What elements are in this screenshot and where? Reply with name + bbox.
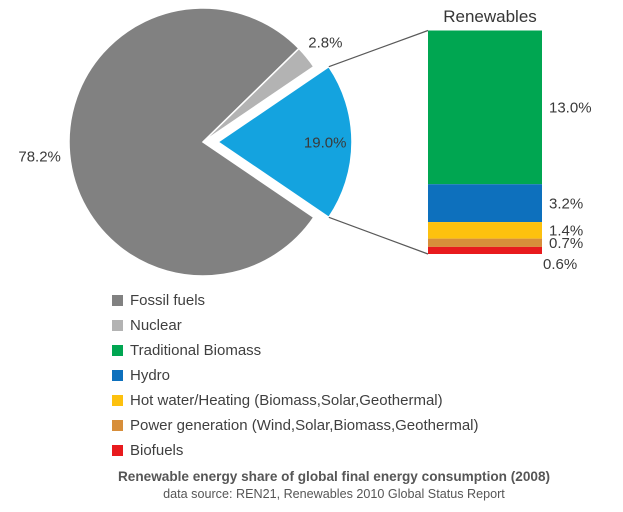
bar-title: Renewables (443, 7, 537, 26)
bar-label-biofuels: 0.6% (543, 256, 577, 273)
legend-swatch-fossil-fuels (112, 295, 123, 306)
pie-label-nuclear: 2.8% (308, 34, 342, 51)
legend-label: Fossil fuels (130, 292, 206, 309)
legend-swatch-traditional-biomass (112, 345, 123, 356)
legend-swatch-hydro (112, 370, 123, 381)
legend-item-hot-water-heating-biomass-solar-geothermal: Hot water/Heating (Biomass,Solar,Geother… (112, 388, 479, 413)
pie-slice-renewables (216, 65, 353, 219)
bar-segment-hot-water-heating-biomass-solar-geothermal (428, 222, 542, 239)
bar-segment-hydro (428, 184, 542, 223)
bar-label-hot-water-heating-biomass-solar-geothermal: 1.4% (549, 223, 583, 240)
pie-chart (68, 7, 353, 277)
bar-segment-traditional-biomass (428, 30, 542, 185)
caption-block: Renewable energy share of global final e… (45, 468, 623, 503)
connector-line-bottom (328, 216, 429, 255)
legend-label: Hot water/Heating (Biomass,Solar,Geother… (130, 392, 443, 409)
legend-label: Nuclear (130, 317, 182, 334)
bar-segment-power-generation-wind-solar-biomass-geothermal (428, 238, 542, 247)
legend-item-power-generation-wind-solar-biomass-geothermal: Power generation (Wind,Solar,Biomass,Geo… (112, 413, 479, 438)
breakout-connector-lines (328, 29, 429, 255)
data-source-note: data source: REN21, Renewables 2010 Glob… (163, 487, 505, 501)
chart-caption: Renewable energy share of global final e… (117, 469, 551, 484)
connector-line-top (328, 29, 429, 68)
legend-label: Traditional Biomass (130, 342, 262, 359)
legend-swatch-hot-water-heating-biomass-solar-geothermal (112, 395, 123, 406)
pie-slice-nuclear (202, 47, 315, 143)
pie-slice-fossil-fuels (68, 7, 315, 277)
legend-item-hydro: Hydro (112, 363, 479, 388)
data-labels: 78.2% 2.8% 19.0% 13.0% 3.2% 1.4%0.7% 0.6% (18, 34, 591, 272)
pie-label-fossil-fuels: 78.2% (18, 149, 61, 166)
legend-swatch-power-generation-wind-solar-biomass-geothermal (112, 420, 123, 431)
legend-label: Power generation (Wind,Solar,Biomass,Geo… (130, 417, 479, 434)
bar-label-hydro: 3.2% (549, 195, 583, 212)
legend: Fossil fuels Nuclear Traditional Biomass Hy… (112, 288, 479, 463)
renewables-stacked-bar (428, 30, 542, 254)
bar-label-power-generation-wind-solar-biomass-geothermal: 0.7% (549, 235, 583, 252)
legend-item-biofuels: Biofuels (112, 438, 479, 463)
bar-label-traditional-biomass: 13.0% (549, 100, 592, 117)
legend-label: Hydro (130, 367, 171, 384)
legend-swatch-biofuels (112, 445, 123, 456)
bar-segment-biofuels (428, 246, 542, 254)
legend-item-fossil-fuels: Fossil fuels (112, 288, 479, 313)
legend-swatch-nuclear (112, 320, 123, 331)
legend-item-nuclear: Nuclear (112, 313, 479, 338)
pie-label-renewables: 19.0% (304, 134, 347, 151)
legend-item-traditional-biomass: Traditional Biomass (112, 338, 479, 363)
legend-label: Biofuels (130, 442, 184, 459)
